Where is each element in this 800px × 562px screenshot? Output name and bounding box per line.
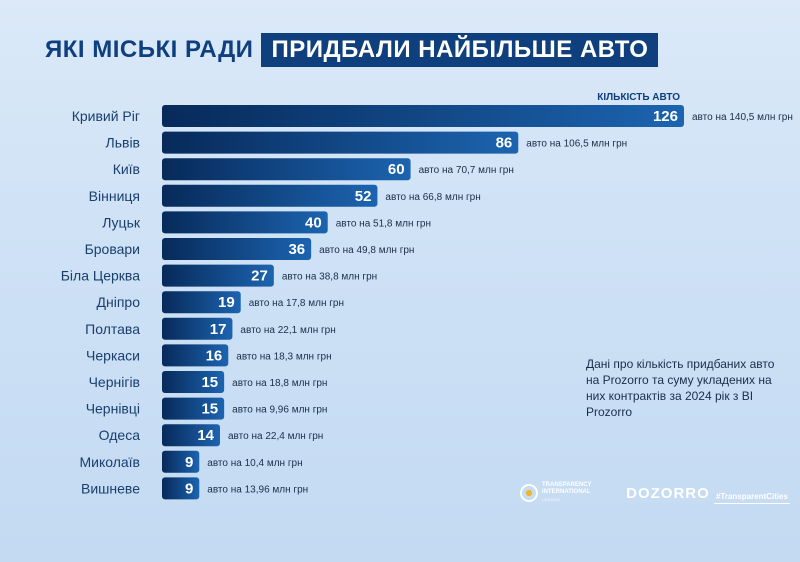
bar-value-label: 17 xyxy=(210,321,227,338)
bar xyxy=(162,424,220,447)
bar-annotation: авто на 51,8 млн грн xyxy=(336,218,431,229)
category-label: Миколаїв xyxy=(79,454,140,470)
bar xyxy=(162,477,200,500)
bar-value-label: 126 xyxy=(653,108,678,125)
bar-annotation: авто на 22,1 млн грн xyxy=(240,325,335,336)
bar-annotation: авто на 18,8 млн грн xyxy=(232,378,327,389)
bar xyxy=(162,291,241,314)
bar-value-label: 60 xyxy=(388,161,405,178)
bar-value-label: 36 xyxy=(288,241,305,258)
bar-annotation: авто на 13,96 млн грн xyxy=(207,484,308,495)
category-label: Одеса xyxy=(99,427,141,443)
bar-annotation: авто на 17,8 млн грн xyxy=(249,298,344,309)
bar xyxy=(162,158,411,181)
dozorro-logo: DOZORRO xyxy=(626,484,710,502)
value-axis-label: КІЛЬКІСТЬ АВТО xyxy=(597,92,680,103)
ti-country: UKRAINE xyxy=(542,497,561,502)
category-label: Біла Церква xyxy=(61,268,140,284)
bar-value-label: 16 xyxy=(206,347,223,364)
bar-value-label: 27 xyxy=(251,268,268,285)
bar-value-label: 15 xyxy=(201,401,218,418)
title-part-2-highlight: ПРИДБАЛИ НАЙБІЛЬШЕ АВТО xyxy=(261,33,659,67)
category-label: Чернівці xyxy=(86,401,140,417)
logo-strip: TRANSPARENCY INTERNATIONAL UKRAINE DOZOR… xyxy=(520,478,790,508)
bar-value-label: 86 xyxy=(496,135,513,152)
bar xyxy=(162,450,200,473)
title-part-1: ЯКІ МІСЬКІ РАДИ xyxy=(45,36,254,63)
globe-icon xyxy=(520,484,538,502)
bar-value-label: 52 xyxy=(355,188,372,205)
bar xyxy=(162,317,233,340)
bar xyxy=(162,184,378,207)
bar-annotation: авто на 10,4 млн грн xyxy=(207,458,302,469)
bar-value-label: 14 xyxy=(197,427,214,444)
bar xyxy=(162,397,225,420)
bar xyxy=(162,264,274,287)
category-label: Черкаси xyxy=(86,347,140,363)
category-label: Львів xyxy=(106,135,140,151)
bar-annotation: авто на 38,8 млн грн xyxy=(282,272,377,283)
ti-name: TRANSPARENCY INTERNATIONAL xyxy=(542,482,592,495)
category-label: Вишневе xyxy=(81,480,140,496)
transparent-cities-logo: #TransparentCities xyxy=(713,482,790,504)
bar-annotation: авто на 9,96 млн грн xyxy=(232,405,327,416)
bar-annotation: авто на 66,8 млн грн xyxy=(385,192,480,203)
page-title: ЯКІ МІСЬКІ РАДИ ПРИДБАЛИ НАЙБІЛЬШЕ АВТО xyxy=(45,33,659,67)
bar-value-label: 15 xyxy=(201,374,218,391)
category-label: Київ xyxy=(113,161,140,177)
category-label: Кривий Ріг xyxy=(72,108,140,124)
bar-annotation: авто на 140,5 млн грн xyxy=(692,112,793,123)
bar xyxy=(162,131,519,154)
bar-annotation: авто на 70,7 млн грн xyxy=(419,165,514,176)
bar xyxy=(162,105,684,127)
bar-value-label: 40 xyxy=(305,214,322,231)
bar xyxy=(162,371,225,393)
bar-annotation: авто на 22,4 млн грн xyxy=(228,431,323,442)
bar-value-label: 9 xyxy=(185,480,193,497)
category-label: Полтава xyxy=(85,321,140,337)
category-label: Бровари xyxy=(85,241,140,257)
bar-value-label: 9 xyxy=(185,454,193,471)
bar xyxy=(162,238,312,260)
category-label: Чернігів xyxy=(89,374,140,390)
bar-annotation: авто на 106,5 млн грн xyxy=(526,139,627,150)
category-label: Вінниця xyxy=(89,188,140,204)
bar-annotation: авто на 49,8 млн грн xyxy=(319,245,414,256)
bar-annotation: авто на 18,3 млн грн xyxy=(236,351,331,362)
data-source-note: Дані про кількість придбаних авто на Pro… xyxy=(586,357,775,419)
category-label: Луцьк xyxy=(102,214,141,230)
bar xyxy=(162,211,328,234)
category-label: Дніпро xyxy=(97,294,141,310)
bar-value-label: 19 xyxy=(218,294,235,311)
transparency-international-logo: TRANSPARENCY INTERNATIONAL UKRAINE xyxy=(520,482,622,504)
bar xyxy=(162,344,229,367)
